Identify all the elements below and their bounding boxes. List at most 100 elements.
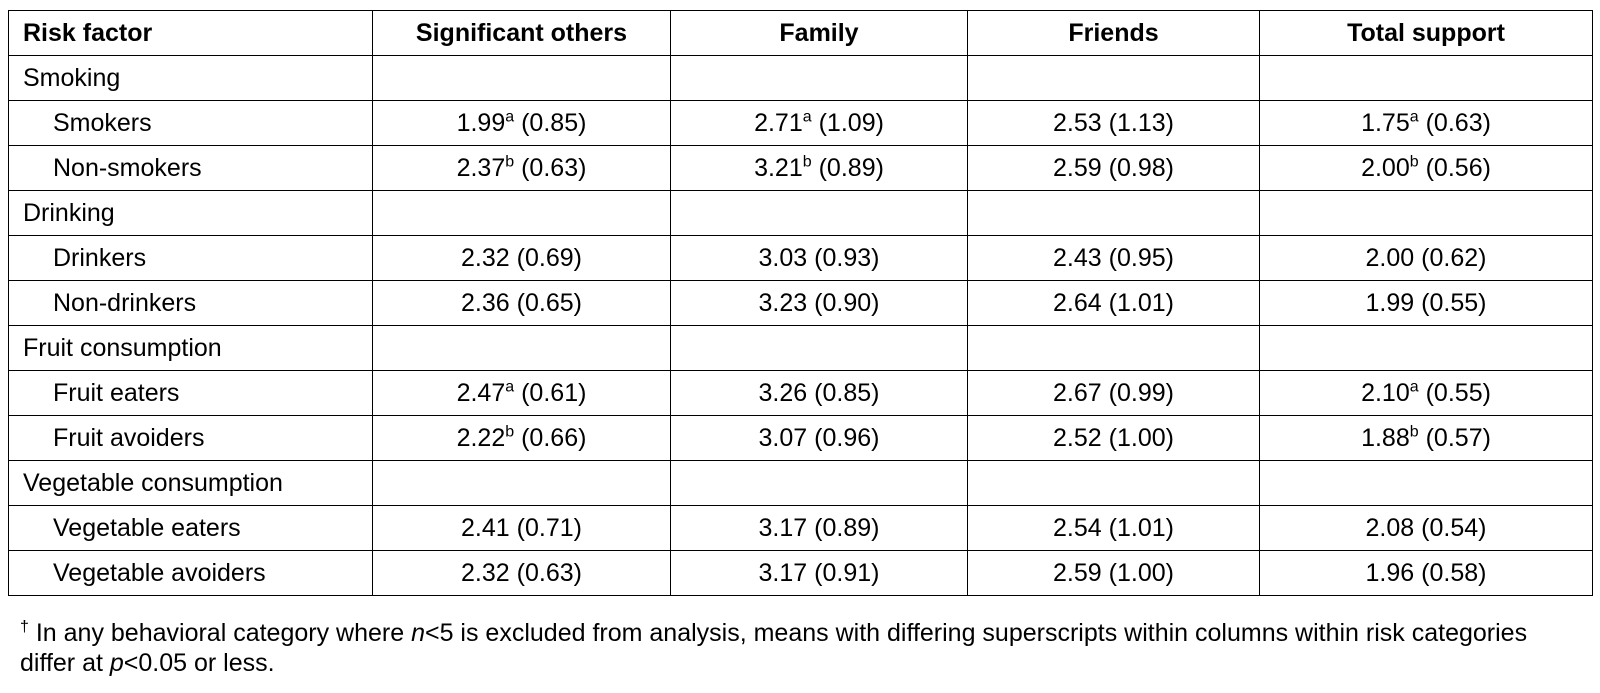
cell-sd: (0.71) [516,513,582,542]
cell-mean: 2.54 [1053,513,1102,542]
table-footnote: † In any behavioral category where n<5 i… [20,618,1580,678]
cell-friends: 2.52 (1.00) [967,415,1260,461]
empty-cell [1259,460,1593,506]
cell-sd: (1.01) [1108,288,1174,317]
cell-mean: 3.17 [758,513,808,542]
cell-mean: 2.59 [1053,558,1102,587]
empty-cell [670,190,968,236]
empty-cell [967,55,1260,101]
row-label: Fruit eaters [8,370,373,416]
cell-total-support: 2.00b (0.56) [1259,145,1593,191]
cell-significant-others: 2.47a (0.61) [372,370,671,416]
cell-sd: (1.13) [1108,108,1174,137]
cell-mean: 2.71 [754,108,803,137]
cell-mean: 2.37 [456,153,506,182]
cell-mean: 1.96 [1365,558,1415,587]
cell-sd: (0.85) [814,378,880,407]
group-row: Smoking [8,55,1593,101]
row-label: Vegetable avoiders [8,550,373,596]
data-table-container: Risk factor Significant others Family Fr… [8,10,1593,596]
cell-total-support: 2.08 (0.54) [1259,505,1593,551]
cell-sd: (0.90) [814,288,880,317]
cell-sd: (0.66) [521,423,587,452]
footnote-n: n [411,619,425,647]
cell-total-support: 1.88b (0.57) [1259,415,1593,461]
cell-friends: 2.53 (1.13) [967,100,1260,146]
cell-mean: 2.52 [1053,423,1102,452]
cell-mean: 3.03 [758,243,808,272]
cell-significant-others: 2.37b (0.63) [372,145,671,191]
cell-mean: 2.53 [1053,108,1102,137]
group-row: Fruit consumption [8,325,1593,371]
cell-mean: 2.00 [1365,243,1415,272]
group-label: Fruit consumption [8,325,373,371]
footnote-text-2: <5 is excluded from analysis, means with… [20,619,1528,677]
cell-superscript: a [802,108,812,126]
footnote-text-3: <0.05 or less. [123,649,275,677]
cell-mean: 2.22 [456,423,506,452]
cell-sd: (0.91) [814,558,880,587]
cell-sd: (0.55) [1421,288,1487,317]
cell-superscript: b [1409,153,1419,171]
risk-factor-support-table: Risk factor Significant others Family Fr… [8,10,1593,596]
cell-family: 3.26 (0.85) [670,370,968,416]
cell-friends: 2.59 (0.98) [967,145,1260,191]
cell-superscript: b [1409,423,1419,441]
cell-mean: 1.75 [1361,108,1410,137]
cell-sd: (0.63) [1425,108,1491,137]
cell-superscript: b [505,423,515,441]
cell-total-support: 1.99 (0.55) [1259,280,1593,326]
cell-sd: (0.57) [1425,423,1491,452]
table-row: Drinkers 2.32 (0.69) 3.03 (0.93) 2.43 (0.95… [8,235,1593,281]
cell-mean: 2.41 [461,513,510,542]
empty-cell [372,460,671,506]
row-label: Drinkers [8,235,373,281]
row-label: Non-smokers [8,145,373,191]
cell-sd: (1.09) [818,108,884,137]
cell-mean: 3.07 [758,423,808,452]
group-label: Drinking [8,190,373,236]
empty-cell [372,55,671,101]
cell-sd: (1.01) [1108,513,1174,542]
cell-sd: (0.56) [1425,153,1491,182]
cell-total-support: 1.75a (0.63) [1259,100,1593,146]
cell-superscript: b [802,153,812,171]
cell-mean: 2.00 [1361,153,1410,182]
cell-sd: (0.55) [1425,378,1491,407]
cell-mean: 2.32 [461,558,510,587]
empty-cell [670,460,968,506]
cell-family: 3.07 (0.96) [670,415,968,461]
empty-cell [1259,325,1593,371]
cell-sd: (0.63) [516,558,582,587]
cell-family: 3.03 (0.93) [670,235,968,281]
empty-cell [372,325,671,371]
footnote-dagger: † [20,618,29,636]
cell-significant-others: 2.22b (0.66) [372,415,671,461]
footnote-text-1: In any behavioral category where [28,619,412,647]
row-label: Non-drinkers [8,280,373,326]
cell-mean: 3.26 [758,378,808,407]
group-label: Smoking [8,55,373,101]
cell-significant-others: 2.41 (0.71) [372,505,671,551]
header-significant-others: Significant others [372,10,671,56]
cell-sd: (1.00) [1108,423,1174,452]
cell-mean: 2.59 [1053,153,1102,182]
cell-sd: (0.54) [1421,513,1487,542]
cell-sd: (0.99) [1108,378,1174,407]
row-label: Smokers [8,100,373,146]
cell-sd: (1.00) [1108,558,1174,587]
table-row: Non-drinkers 2.36 (0.65) 3.23 (0.90) 2.64 (… [8,280,1593,326]
empty-cell [1259,190,1593,236]
cell-sd: (0.96) [814,423,880,452]
cell-mean: 2.10 [1361,378,1410,407]
cell-sd: (0.93) [814,243,880,272]
cell-mean: 3.17 [758,558,808,587]
cell-total-support: 1.96 (0.58) [1259,550,1593,596]
header-family: Family [670,10,968,56]
cell-friends: 2.43 (0.95) [967,235,1260,281]
row-label: Vegetable eaters [8,505,373,551]
cell-mean: 1.88 [1361,423,1410,452]
table-body: Smoking Smokers 1.99a (0.85) 2.71a (1.09) 2.… [8,55,1593,596]
cell-family: 3.17 (0.89) [670,505,968,551]
cell-friends: 2.67 (0.99) [967,370,1260,416]
